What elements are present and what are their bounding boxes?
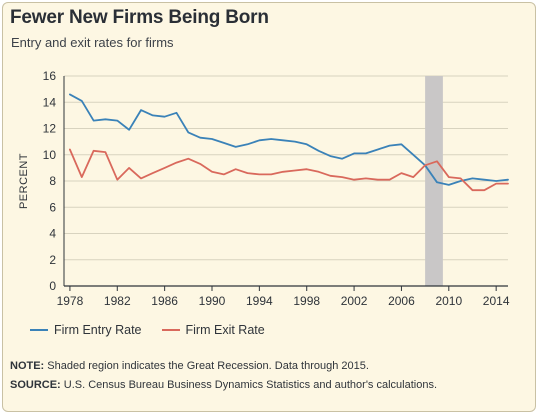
legend-item-entry: Firm Entry Rate (30, 323, 142, 337)
y-tick-label: 12 (43, 122, 57, 136)
x-tick-label: 1998 (293, 294, 320, 308)
y-tick-label: 0 (49, 279, 56, 293)
y-axis-label: PERCENT (18, 153, 30, 209)
chart-notes: NOTE: Shaded region indicates the Great … (10, 357, 530, 395)
recession-shade (425, 76, 443, 286)
note-label: NOTE: (10, 360, 45, 372)
source-label: SOURCE: (10, 379, 61, 391)
legend-swatch-entry (30, 329, 48, 331)
x-tick-label: 1994 (246, 294, 273, 308)
legend-swatch-exit (161, 329, 180, 331)
note-text: Shaded region indicates the Great Recess… (44, 360, 369, 372)
note-line: NOTE: Shaded region indicates the Great … (10, 357, 530, 376)
x-tick-label: 2006 (388, 294, 415, 308)
source-line: SOURCE: U.S. Census Bureau Business Dyna… (10, 376, 530, 395)
chart-legend: Firm Entry Rate Firm Exit Rate (30, 323, 285, 337)
x-tick-label: 1982 (104, 294, 131, 308)
x-tick-label: 2002 (341, 294, 368, 308)
x-tick-label: 2010 (435, 294, 462, 308)
legend-label-exit: Firm Exit Rate (185, 323, 265, 337)
chart-title: Fewer New Firms Being Born (10, 7, 269, 28)
x-tick-label: 2014 (483, 294, 510, 308)
y-tick-label: 4 (49, 227, 56, 241)
y-tick-label: 16 (43, 69, 57, 83)
legend-item-exit: Firm Exit Rate (161, 323, 265, 337)
x-tick-label: 1986 (151, 294, 178, 308)
y-tick-label: 10 (43, 148, 57, 162)
series-line-exit (69, 148, 509, 192)
y-tick-label: 14 (43, 95, 57, 109)
legend-label-entry: Firm Entry Rate (54, 323, 142, 337)
source-text: U.S. Census Bureau Business Dynamics Sta… (60, 379, 438, 391)
x-tick-label: 1990 (199, 294, 226, 308)
y-tick-label: 6 (49, 200, 56, 214)
y-tick-label: 2 (49, 253, 56, 267)
chart-subtitle: Entry and exit rates for firms (11, 35, 174, 50)
series-line-entry (69, 93, 509, 186)
x-tick-label: 1978 (57, 294, 84, 308)
y-tick-label: 8 (49, 174, 56, 188)
